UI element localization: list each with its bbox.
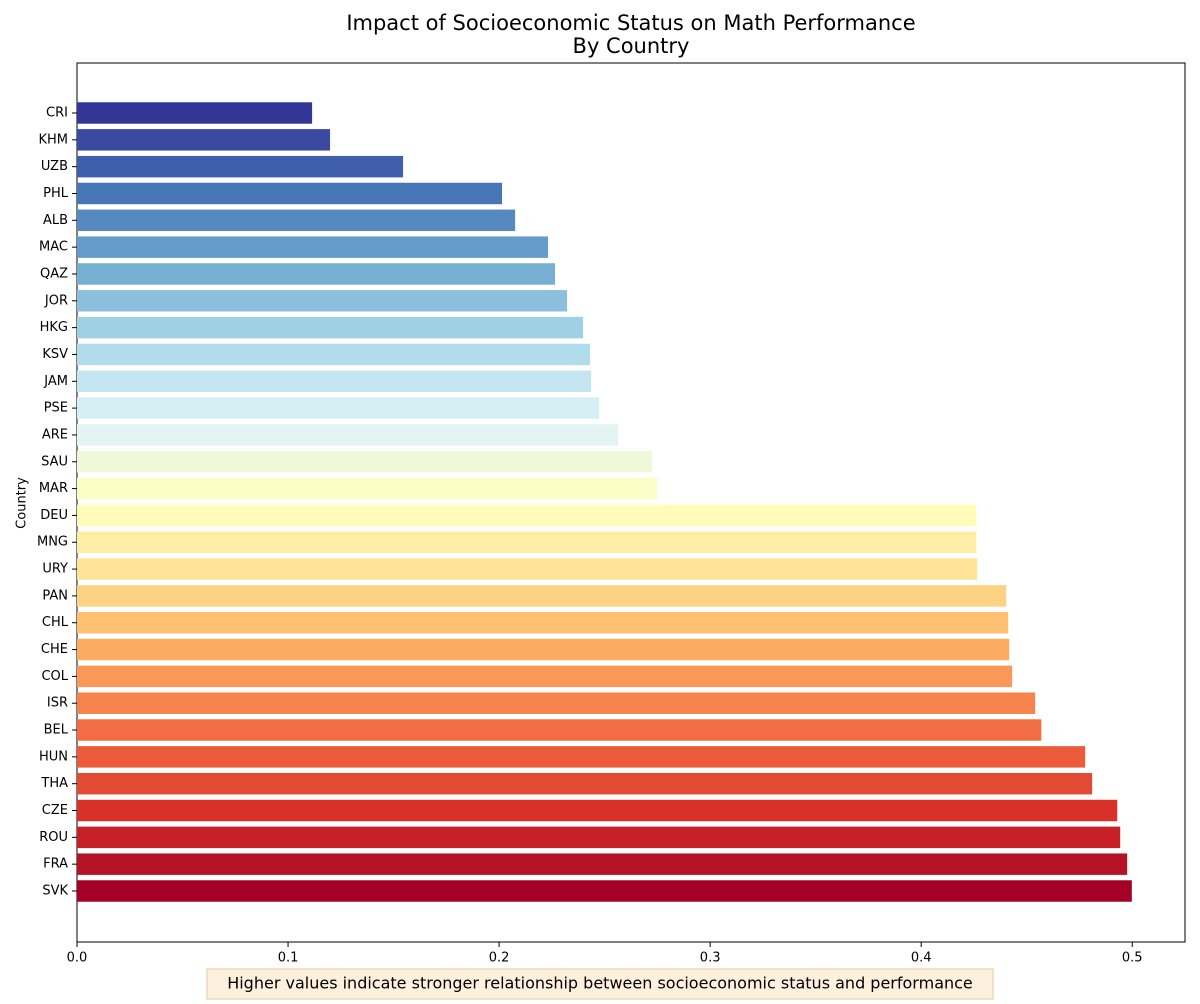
y-tick-label: JOR	[44, 293, 68, 308]
y-tick-label: ARE	[42, 427, 68, 442]
y-tick-label: KHM	[38, 132, 68, 147]
bar	[77, 558, 978, 580]
x-tick-label: 0.1	[278, 951, 299, 966]
bar	[77, 826, 1121, 849]
chart-title: Impact of Socioeconomic Status on Math P…	[346, 11, 915, 35]
y-tick-label: MAR	[39, 481, 68, 496]
bar	[77, 585, 1007, 607]
y-tick-label: MNG	[37, 535, 68, 550]
x-tick-label: 0.4	[911, 951, 932, 966]
annotation: Higher values indicate stronger relation…	[227, 974, 973, 993]
y-tick-label: SVK	[42, 884, 68, 899]
bar	[77, 370, 592, 393]
bar	[77, 236, 549, 258]
bar	[77, 638, 1010, 661]
bar	[77, 129, 331, 151]
y-tick-label: UZB	[41, 159, 68, 174]
y-tick-label: JAM	[43, 374, 68, 389]
bar	[77, 451, 653, 473]
y-tick-label: HKG	[40, 320, 68, 335]
bar	[77, 772, 1093, 795]
y-axis-label: Country	[15, 477, 30, 529]
y-tick-label: THA	[40, 776, 68, 791]
bar	[77, 182, 503, 205]
y-tick-label: FRA	[43, 857, 68, 872]
bar	[77, 504, 977, 527]
y-tick-label: PSE	[44, 401, 68, 416]
x-tick-label: 0.5	[1122, 951, 1143, 966]
bar	[77, 692, 1036, 714]
bar	[77, 343, 591, 366]
bar	[77, 853, 1128, 875]
y-tick-label: ROU	[39, 830, 68, 845]
bar	[77, 290, 568, 312]
plot-frame	[76, 62, 1186, 943]
y-tick-label: PAN	[42, 588, 68, 603]
bar	[77, 155, 404, 178]
bar	[77, 665, 1013, 688]
bar	[77, 719, 1042, 741]
bar	[77, 477, 658, 500]
bar	[77, 424, 619, 446]
bar	[77, 397, 600, 419]
y-tick-label: PHL	[43, 186, 69, 201]
bar	[77, 799, 1118, 822]
bar	[77, 102, 313, 124]
bar	[77, 531, 977, 553]
bar	[77, 316, 584, 339]
x-tick-label: 0.3	[700, 951, 721, 966]
y-tick-label: CZE	[42, 803, 68, 818]
x-tick-label: 0.2	[489, 951, 510, 966]
bar	[77, 209, 516, 232]
y-tick-label: CHL	[42, 615, 69, 630]
x-tick-label: 0.0	[67, 951, 88, 966]
y-tick-label: DEU	[40, 508, 68, 523]
y-tick-label: COL	[41, 669, 68, 684]
y-tick-label: ISR	[47, 696, 68, 711]
chart-subtitle: By Country	[573, 34, 690, 58]
y-tick-label: QAZ	[40, 266, 68, 281]
y-tick-label: CHE	[41, 642, 68, 657]
y-tick-label: SAU	[41, 454, 68, 469]
annotation-box	[206, 968, 994, 1000]
y-tick-label: HUN	[39, 749, 68, 764]
bar	[77, 263, 556, 285]
bar	[77, 611, 1009, 634]
y-tick-label: BEL	[44, 723, 69, 738]
y-tick-label: KSV	[42, 347, 68, 362]
y-tick-label: URY	[42, 562, 68, 577]
y-tick-label: ALB	[43, 213, 68, 228]
y-tick-label: CRI	[46, 106, 68, 121]
y-tick-label: MAC	[39, 240, 68, 255]
bar	[77, 880, 1132, 902]
bar	[77, 746, 1086, 768]
